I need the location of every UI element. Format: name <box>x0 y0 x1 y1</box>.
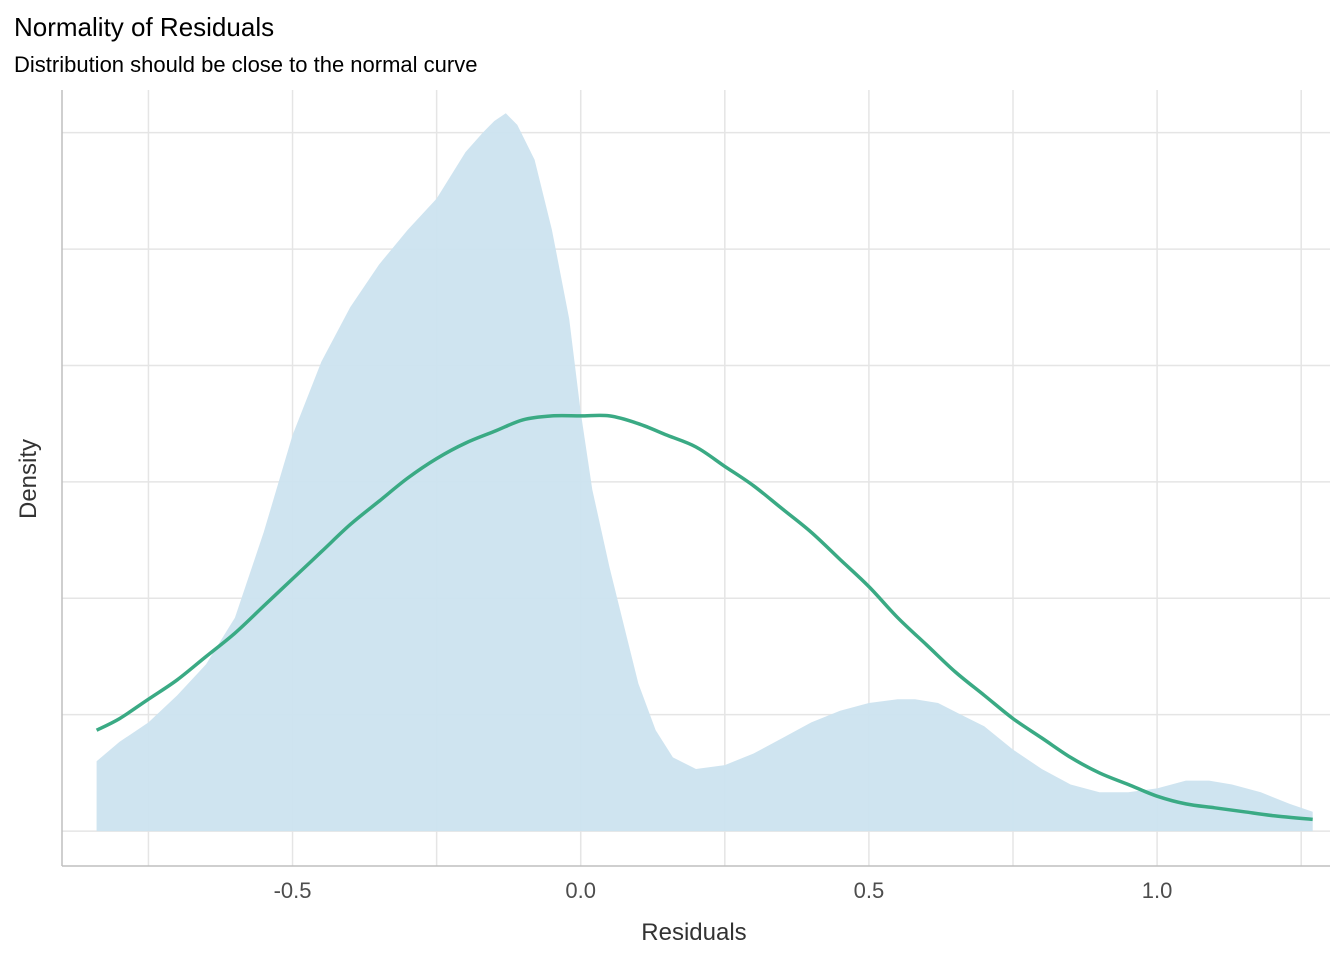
chart-title: Normality of Residuals <box>14 12 274 42</box>
x-tick-label: 0.5 <box>854 878 885 903</box>
x-tick-label: -0.5 <box>274 878 312 903</box>
y-axis-title: Density <box>15 439 42 519</box>
x-axis-title: Residuals <box>641 919 746 946</box>
chart-subtitle: Distribution should be close to the norm… <box>14 52 477 77</box>
x-tick-labels: -0.5 0.0 0.5 1.0 <box>274 878 1173 903</box>
x-tick-label: 0.0 <box>565 878 596 903</box>
density-area <box>96 113 1313 832</box>
plot-area: -0.5 0.0 0.5 1.0 <box>61 90 1330 903</box>
normal-curve-line <box>95 413 1313 822</box>
x-tick-label: 1.0 <box>1142 878 1173 903</box>
